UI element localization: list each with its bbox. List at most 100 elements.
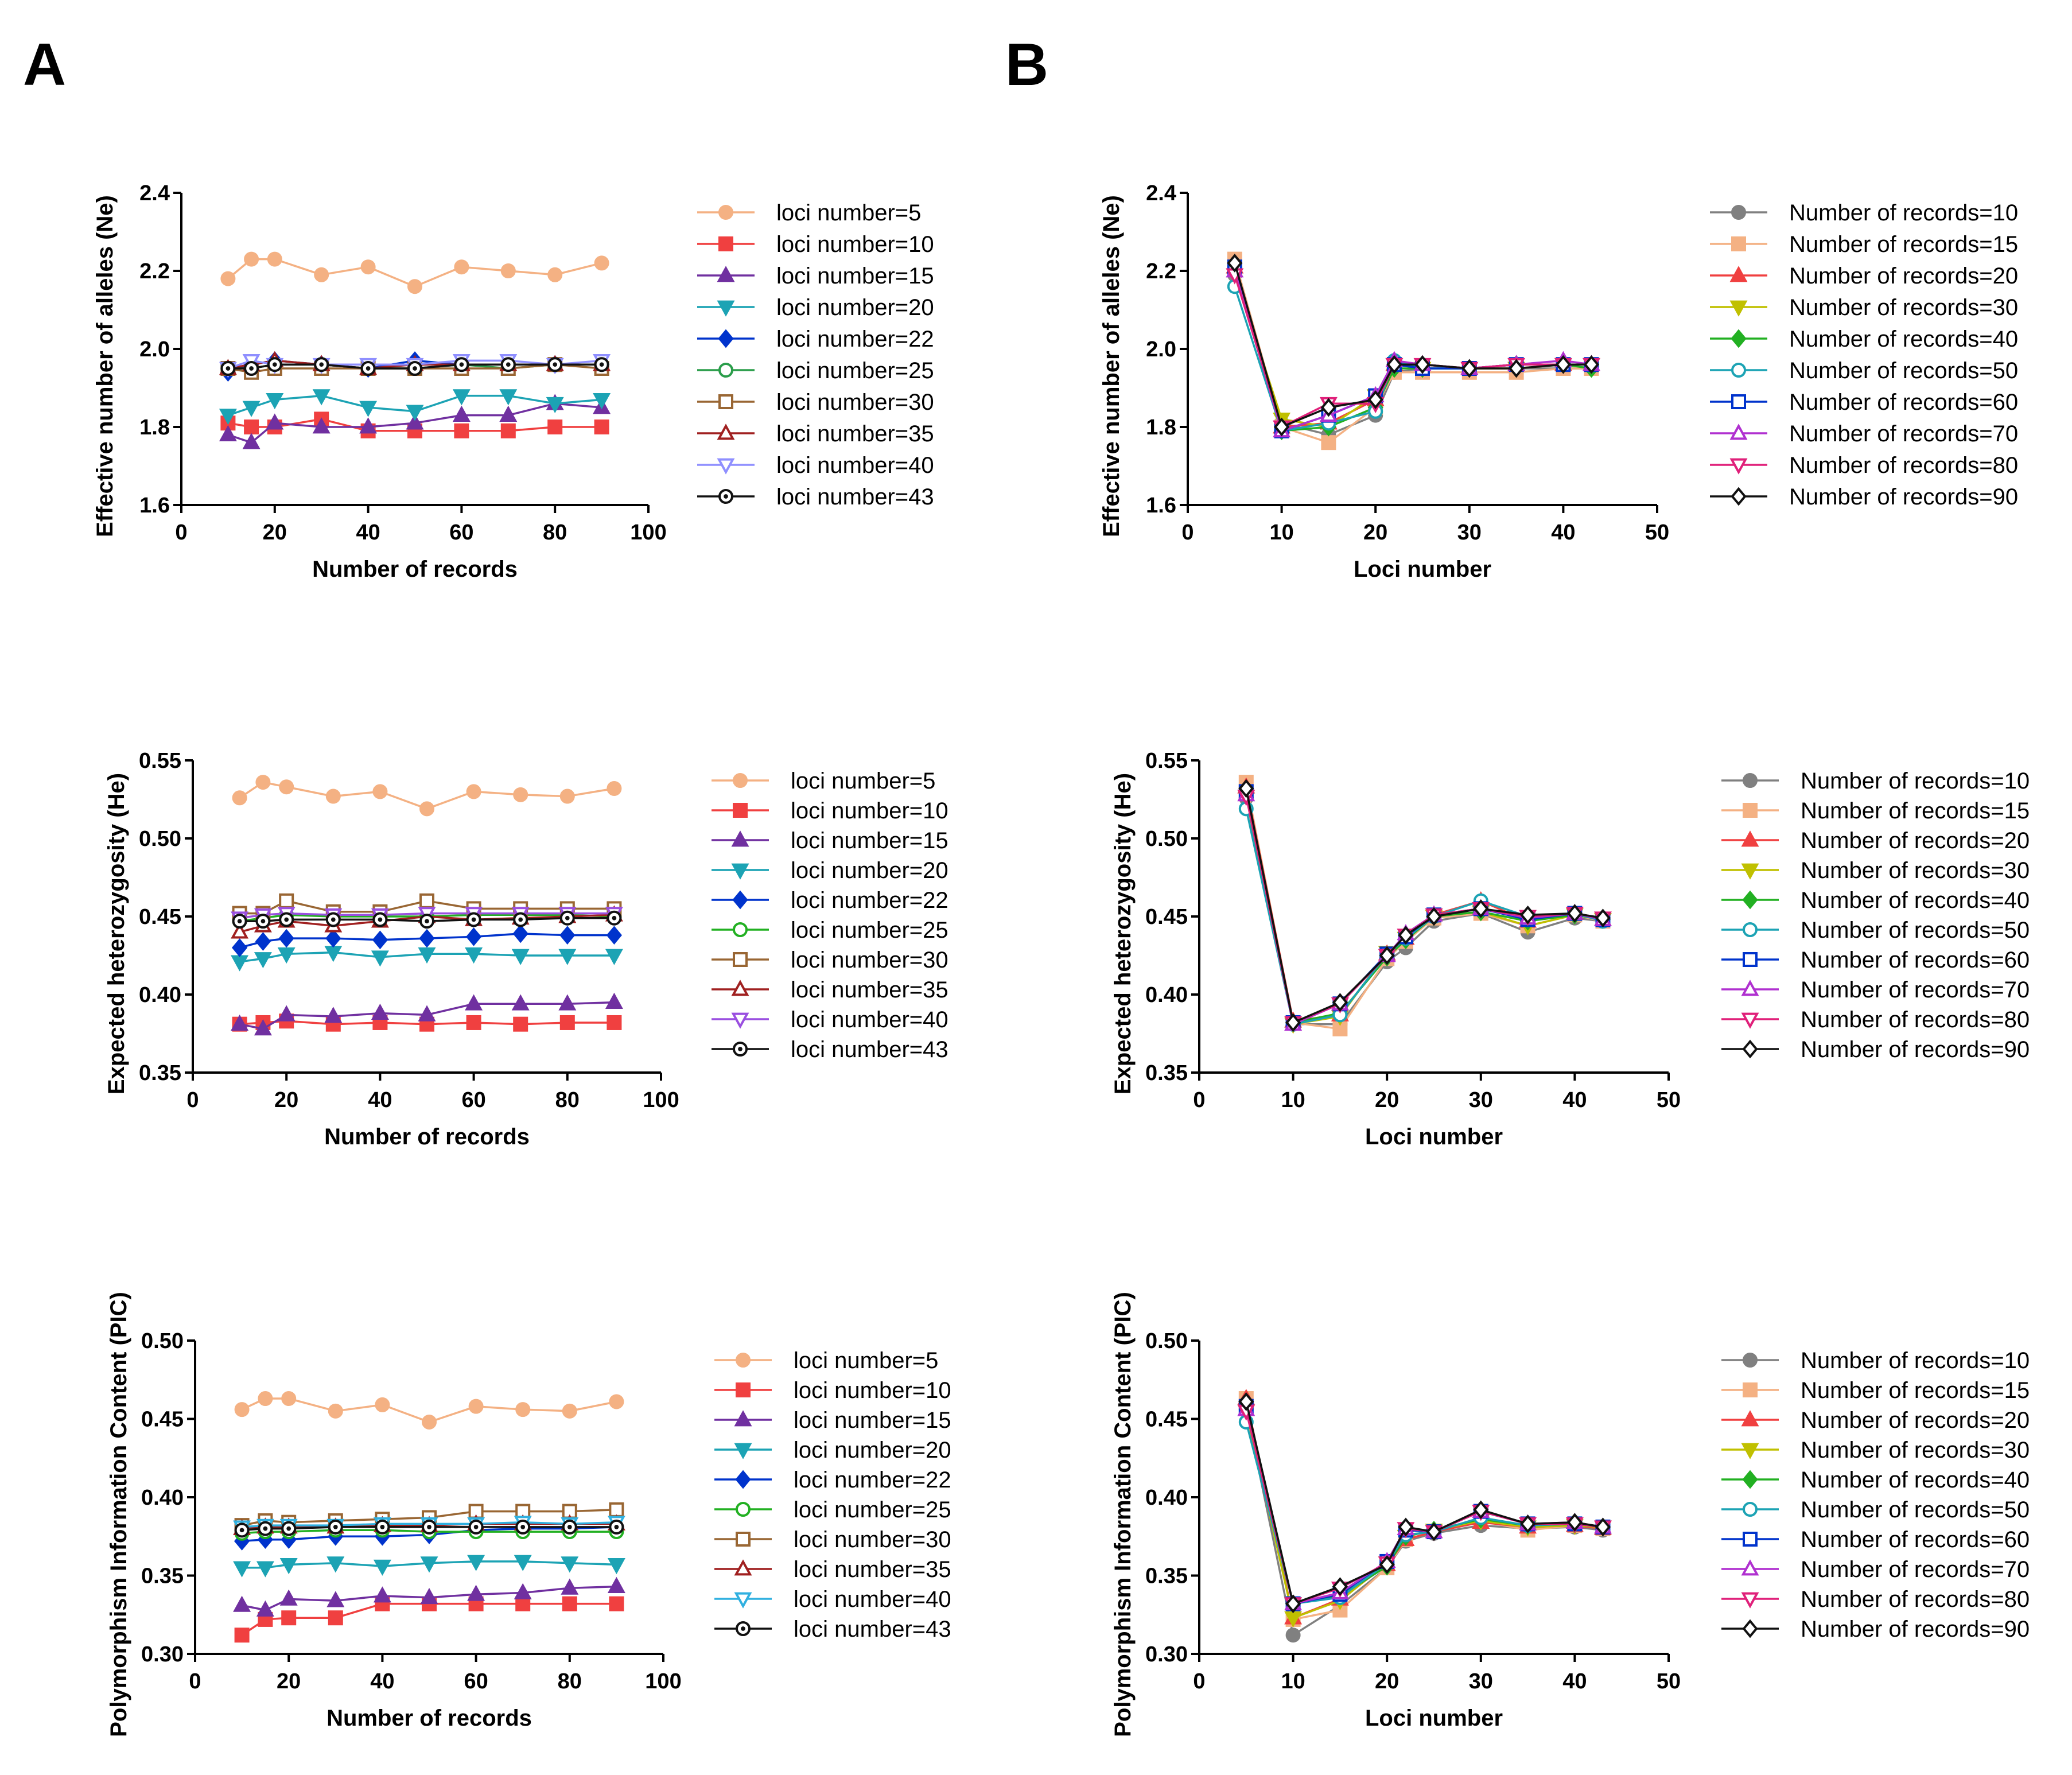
data-point [607, 1015, 622, 1030]
legend-marker [1742, 1619, 1758, 1638]
series-10 [1227, 254, 1600, 437]
legend-entry: loci number=30 [712, 947, 948, 973]
legend-marker [732, 890, 748, 910]
legend-marker [1743, 952, 1758, 967]
legend-marker [1731, 329, 1747, 348]
x-tick-label: 20 [1363, 521, 1387, 545]
legend-entry: loci number=40 [697, 453, 934, 478]
legend-entry: Number of records=80 [1721, 1007, 2030, 1032]
data-point [325, 789, 341, 804]
legend-entry: loci number=15 [712, 828, 948, 853]
data-point [465, 994, 483, 1011]
legend-marker [735, 1470, 751, 1489]
y-tick-label: 0.35 [141, 1564, 184, 1588]
data-point [406, 413, 424, 430]
x-tick-label: 50 [1645, 521, 1669, 545]
legend-marker [733, 922, 748, 937]
panel-label-b: B [1005, 32, 1048, 98]
data-point [277, 947, 296, 964]
chart-5: 0.30 0.35 0.40 0.45 0.50 0 20 40 60 80 100 Number o… [106, 1292, 951, 1737]
x-tick-label: 30 [1469, 1669, 1493, 1694]
x-tick-label: 20 [263, 521, 287, 545]
data-point [609, 1596, 624, 1611]
legend-label: loci number=40 [794, 1587, 951, 1612]
series-10 [1238, 779, 1611, 1032]
data-point [500, 263, 516, 278]
data-point [1285, 1594, 1301, 1613]
y-tick-label: 0.30 [1145, 1642, 1188, 1667]
y-tick-label: 0.40 [1145, 1486, 1188, 1510]
x-tick-label: 100 [630, 521, 666, 545]
legend-marker [734, 1443, 752, 1459]
series-line [242, 1560, 617, 1569]
legend-entry: Number of records=20 [1710, 263, 2018, 289]
series-10 [220, 357, 609, 376]
legend-label: loci number=40 [776, 453, 934, 478]
data-point [1332, 1577, 1348, 1596]
data-point-center [473, 1525, 479, 1529]
x-tick-label: 10 [1269, 521, 1293, 545]
data-point [279, 893, 294, 908]
legend-label: Number of records=70 [1801, 977, 2030, 1003]
data-point [406, 405, 424, 421]
x-tick-label: 40 [370, 1669, 394, 1694]
legend-entry: Number of records=70 [1710, 421, 2018, 446]
data-point [1519, 1514, 1536, 1533]
legend-entry: Number of records=40 [1721, 888, 2030, 913]
data-point-center [553, 362, 558, 367]
data-point [1386, 355, 1402, 374]
series-line [241, 1397, 617, 1423]
legend-label: loci number=20 [776, 295, 934, 320]
chart-3: 0.35 0.40 0.45 0.50 0.55 0 20 40 60 80 100 Number o… [104, 749, 948, 1149]
data-point [466, 1015, 481, 1030]
data-point [546, 397, 564, 414]
y-tick-label: 0.30 [141, 1642, 184, 1667]
y-tick-label: 2.4 [1146, 181, 1176, 205]
data-point [372, 784, 388, 799]
data-point [256, 1600, 274, 1617]
legend-label: loci number=5 [791, 768, 935, 794]
legend-marker [734, 1592, 752, 1609]
y-axis-title: Effective number of alleles (Ne) [92, 195, 118, 537]
data-point-center [319, 362, 324, 367]
series-2 [220, 411, 609, 438]
data-point [1285, 1628, 1301, 1643]
legend-label: Number of records=70 [1801, 1557, 2030, 1582]
legend-marker-center [741, 1626, 745, 1631]
series-line [242, 1526, 617, 1543]
data-point [513, 787, 528, 802]
legend-marker [733, 773, 748, 788]
legend-label: loci number=10 [794, 1378, 951, 1403]
legend-entry: Number of records=40 [1721, 1467, 2030, 1493]
data-point [312, 389, 331, 406]
data-point [371, 1003, 389, 1020]
data-point [607, 1576, 625, 1593]
x-tick-label: 40 [1562, 1088, 1587, 1112]
legend-marker [718, 236, 733, 251]
data-point [328, 1403, 343, 1419]
y-tick-label: 1.6 [1146, 494, 1176, 518]
legend-marker [1743, 1382, 1758, 1397]
data-point [559, 1015, 575, 1030]
legend-entry: loci number=35 [697, 421, 934, 446]
legend-label: Number of records=80 [1789, 453, 2018, 478]
data-point [1414, 355, 1430, 374]
data-point [1595, 908, 1611, 928]
series-line [239, 951, 615, 963]
data-point [1332, 993, 1348, 1012]
legend-marker [1729, 300, 1748, 317]
legend-label: loci number=5 [776, 200, 921, 226]
legend-marker [718, 205, 733, 220]
legend-marker [1742, 1039, 1758, 1059]
y-tick-label: 0.45 [1145, 905, 1188, 929]
data-point [547, 267, 563, 282]
legend-label: Number of records=20 [1801, 828, 2030, 853]
legend-entry: Number of records=50 [1721, 918, 2030, 943]
data-point [559, 789, 575, 804]
data-point [278, 929, 294, 948]
legend-entry: loci number=40 [714, 1587, 951, 1612]
legend-entry: Number of records=30 [1721, 1438, 2030, 1463]
data-point [499, 389, 518, 406]
legend-marker [734, 1410, 752, 1427]
legend-entry: Number of records=15 [1721, 1378, 2030, 1403]
